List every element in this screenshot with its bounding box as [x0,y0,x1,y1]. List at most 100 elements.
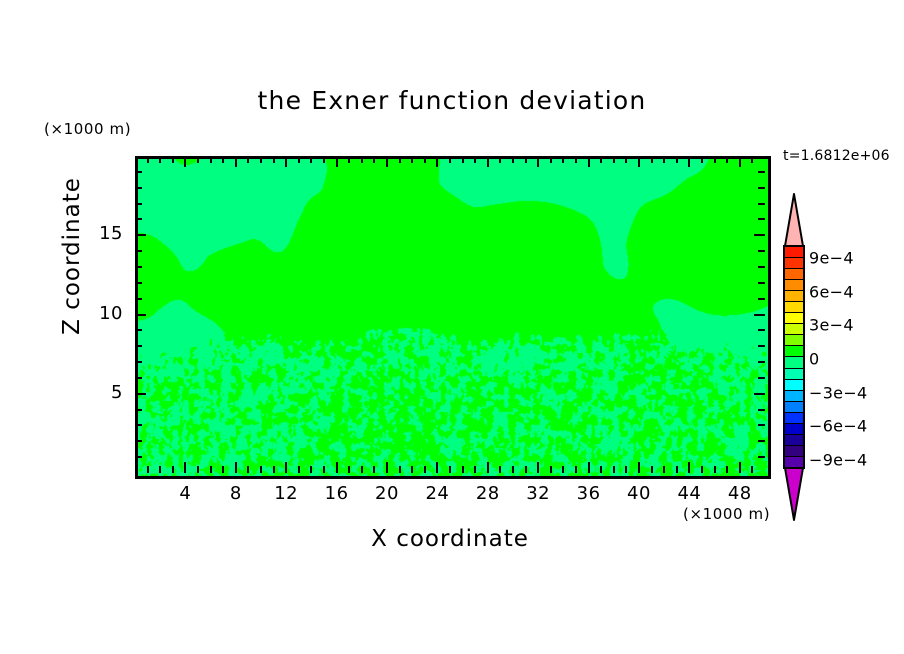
x-tick-mark-top [209,156,212,163]
colorbar-band [785,423,803,435]
x-tick-mark-top [524,156,527,163]
x-tick-mark [209,466,212,473]
y-tick-mark-right [758,202,765,205]
x-tick-label: 12 [274,483,299,504]
x-tick-label: 16 [324,483,349,504]
x-tick-label: 20 [375,483,399,504]
y-tick-mark [135,250,142,253]
x-tick-mark [675,466,678,473]
x-tick-mark [285,462,288,473]
y-tick-mark [135,345,142,348]
x-tick-mark [247,466,250,473]
y-tick-mark [135,408,142,411]
colorbar-tick-label: −9e−4 [809,450,868,470]
colorbar-band [785,280,803,292]
x-tick-mark-top [272,156,275,163]
y-tick-label: 10 [99,302,123,324]
colorbar-band [785,324,803,336]
plot-area [135,156,771,479]
x-tick-label: 4 [179,483,192,504]
colorbar-band [785,445,803,457]
x-tick-mark [499,466,502,473]
colorbar-tick-label: −3e−4 [809,383,868,403]
x-tick-mark [260,466,262,473]
x-tick-label: 36 [576,483,601,504]
y-tick-mark [135,456,142,459]
y-tick-mark-right [754,392,765,395]
x-tick-mark-top [726,156,729,163]
x-tick-mark-top [373,156,376,163]
x-axis-title: X coordinate [371,526,529,552]
y-tick-mark [135,281,142,284]
y-tick-mark-right [758,345,765,348]
x-tick-mark-top [675,156,678,163]
x-tick-mark-top [386,156,388,167]
x-tick-mark [701,466,703,473]
colorbar-band [785,269,803,281]
x-tick-mark-top [512,156,514,163]
x-tick-mark [360,466,363,473]
x-tick-mark-top [197,156,199,163]
x-tick-mark [159,466,162,473]
x-tick-mark-top [713,156,716,163]
x-tick-mark-top [537,156,540,167]
colorbar-band [785,346,803,358]
x-tick-mark [423,466,426,473]
y-tick-mark [135,297,142,300]
x-tick-mark-top [638,156,640,167]
x-tick-mark [713,466,716,473]
y-tick-mark [135,202,142,205]
colorbar-band [785,379,803,391]
x-tick-mark-top [423,156,426,163]
colorbar-band [785,390,803,402]
x-tick-mark-top [222,156,225,163]
x-tick-mark-top [738,156,741,167]
x-axis-unit-label: (×1000 m) [683,505,771,523]
x-tick-mark [524,466,527,473]
x-tick-mark [688,462,691,473]
x-tick-mark-top [260,156,262,163]
x-tick-mark [436,462,439,473]
contour-field [138,159,768,476]
x-tick-mark [297,466,300,473]
x-tick-mark-top [701,156,703,163]
y-tick-mark-right [758,186,765,189]
y-tick-mark-right [758,265,765,268]
x-tick-label: 40 [627,483,651,504]
x-tick-mark-top [436,156,439,167]
colorbar-bands [783,245,805,469]
y-tick-mark [135,186,142,189]
x-tick-mark [638,462,640,473]
y-tick-mark-right [758,250,765,253]
x-tick-label: 8 [229,483,242,504]
y-axis-unit-label: (×1000 m) [44,120,132,138]
y-tick-mark-right [758,297,765,300]
x-tick-mark-top [499,156,502,163]
x-tick-mark-top [486,156,489,167]
x-tick-mark [474,466,477,473]
y-tick-mark-right [758,376,765,379]
x-tick-mark-top [234,156,237,167]
x-tick-label: 24 [425,483,450,504]
x-tick-mark [335,462,338,473]
x-tick-mark-top [310,156,313,163]
x-tick-mark [323,466,325,473]
x-tick-mark [575,466,577,473]
x-tick-mark [587,462,590,473]
y-tick-mark [135,265,142,268]
x-tick-mark [411,466,414,473]
y-tick-mark-right [758,361,765,364]
x-tick-mark-top [360,156,363,163]
colorbar-band [785,313,803,325]
time-annotation: t=1.6812e+06 [783,148,890,164]
x-tick-mark [398,466,401,473]
x-tick-mark [222,466,225,473]
colorbar-tick-label: 9e−4 [809,248,854,268]
x-tick-mark-top [159,156,162,163]
colorbar-tick-label: 3e−4 [809,315,854,335]
colorbar-band [785,302,803,314]
colorbar-band [785,401,803,413]
x-tick-mark [171,466,174,473]
y-tick-label: 5 [111,381,123,403]
